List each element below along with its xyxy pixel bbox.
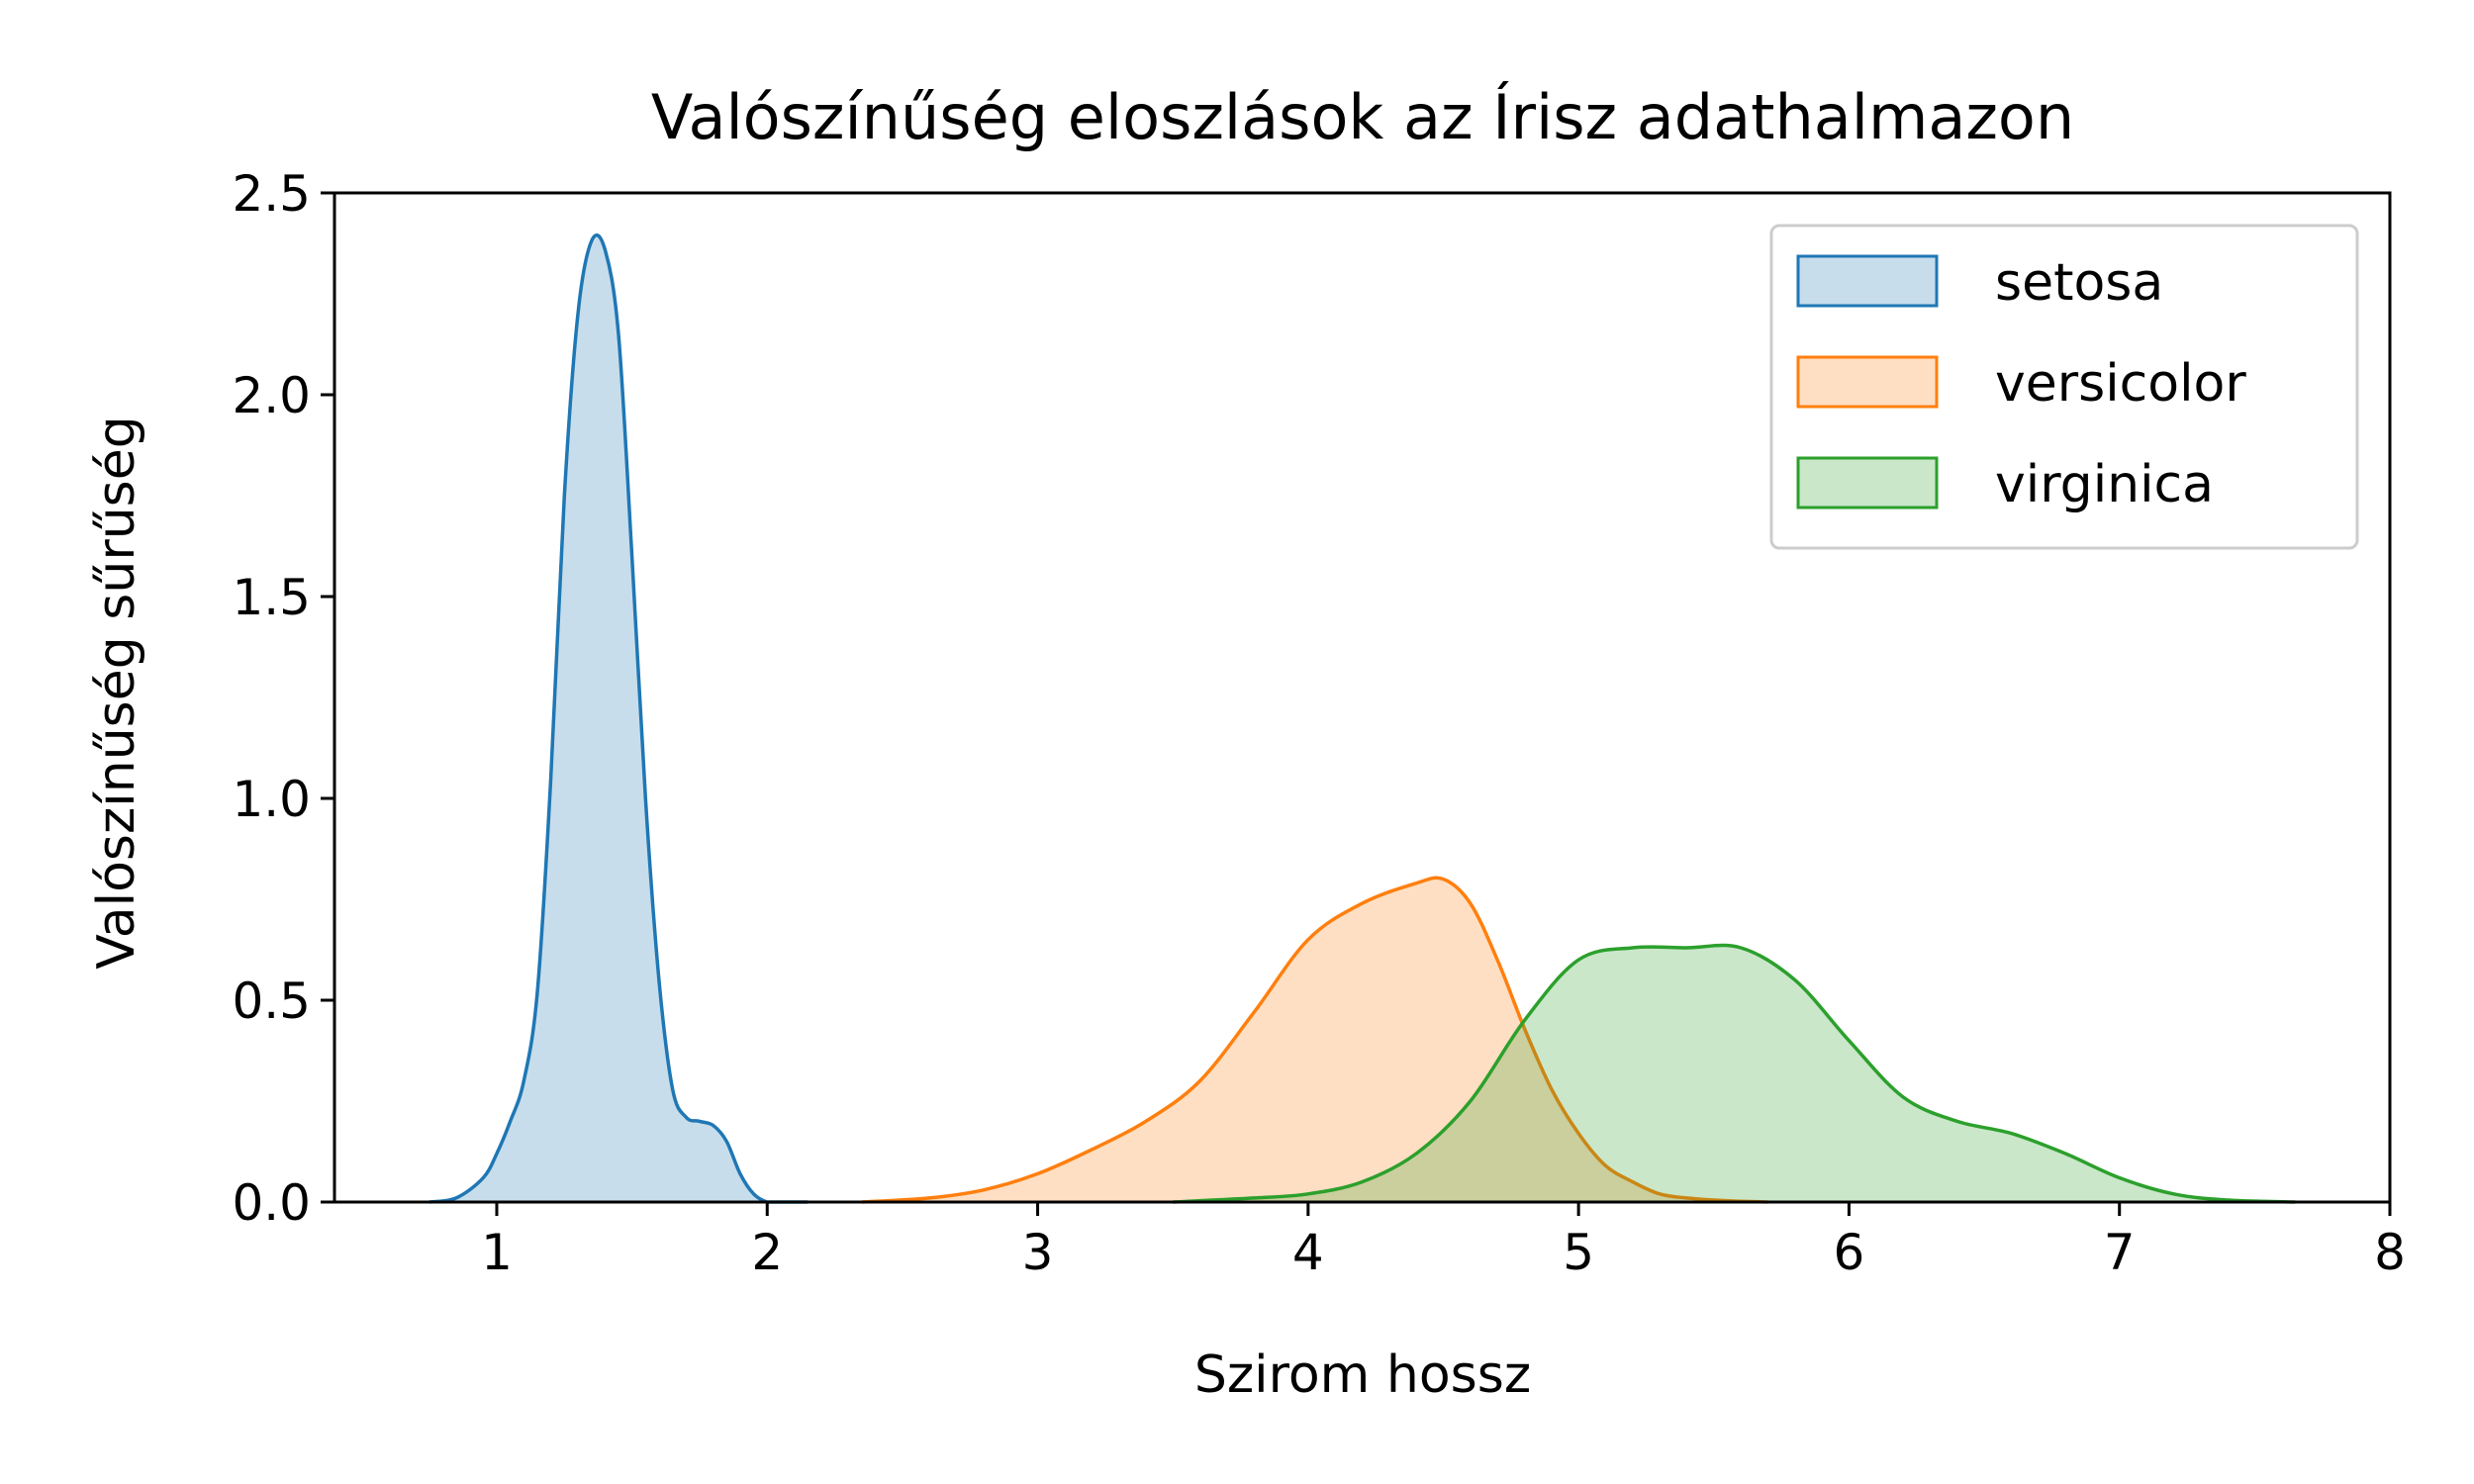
y-tick-label: 1.5 [232, 569, 311, 626]
legend-swatch-setosa [1796, 254, 1939, 308]
y-tick-label: 1.0 [232, 771, 311, 828]
legend-swatch-virginica [1796, 456, 1939, 510]
x-tick-label: 2 [751, 1224, 783, 1281]
density-area-setosa [428, 234, 809, 1202]
density-line-versicolor [861, 876, 1768, 1204]
plot-frame [333, 191, 2392, 1204]
x-tick-label: 4 [1292, 1224, 1324, 1281]
x-tick-label: 5 [1563, 1224, 1594, 1281]
x-axis: 1 2 3 4 5 6 7 8 [481, 1202, 2406, 1281]
x-tick-label: 7 [2104, 1224, 2136, 1281]
density-area-virginica [1173, 945, 2296, 1202]
legend-label-virginica: virginica [1995, 455, 2214, 514]
x-tick-label: 1 [481, 1224, 513, 1281]
legend-label-versicolor: versicolor [1995, 354, 2246, 414]
density-line-setosa [428, 232, 809, 1204]
x-tick-label: 3 [1022, 1224, 1054, 1281]
chart-title: Valószínűség eloszlások az Írisz adathal… [651, 81, 2074, 153]
y-axis: 0.0 0.5 1.0 1.5 2.0 2.5 [232, 165, 334, 1232]
y-tick-label: 0.5 [232, 973, 311, 1030]
density-line-virginica [1173, 943, 2296, 1204]
y-axis-label: Valószínűség sűrűség [87, 416, 146, 970]
y-tick-label: 2.5 [232, 165, 311, 223]
x-axis-label: Szirom hossz [1194, 1345, 1531, 1405]
y-tick-label: 0.0 [232, 1174, 311, 1232]
x-tick-label: 8 [2374, 1224, 2406, 1281]
legend: setosa versicolor virginica [1769, 224, 2359, 550]
density-area-versicolor [861, 878, 1768, 1202]
series-layer [428, 232, 2296, 1204]
x-tick-label: 6 [1834, 1224, 1865, 1281]
legend-label-setosa: setosa [1995, 253, 2163, 313]
y-tick-label: 2.0 [232, 367, 311, 424]
legend-swatch-versicolor [1796, 355, 1939, 409]
